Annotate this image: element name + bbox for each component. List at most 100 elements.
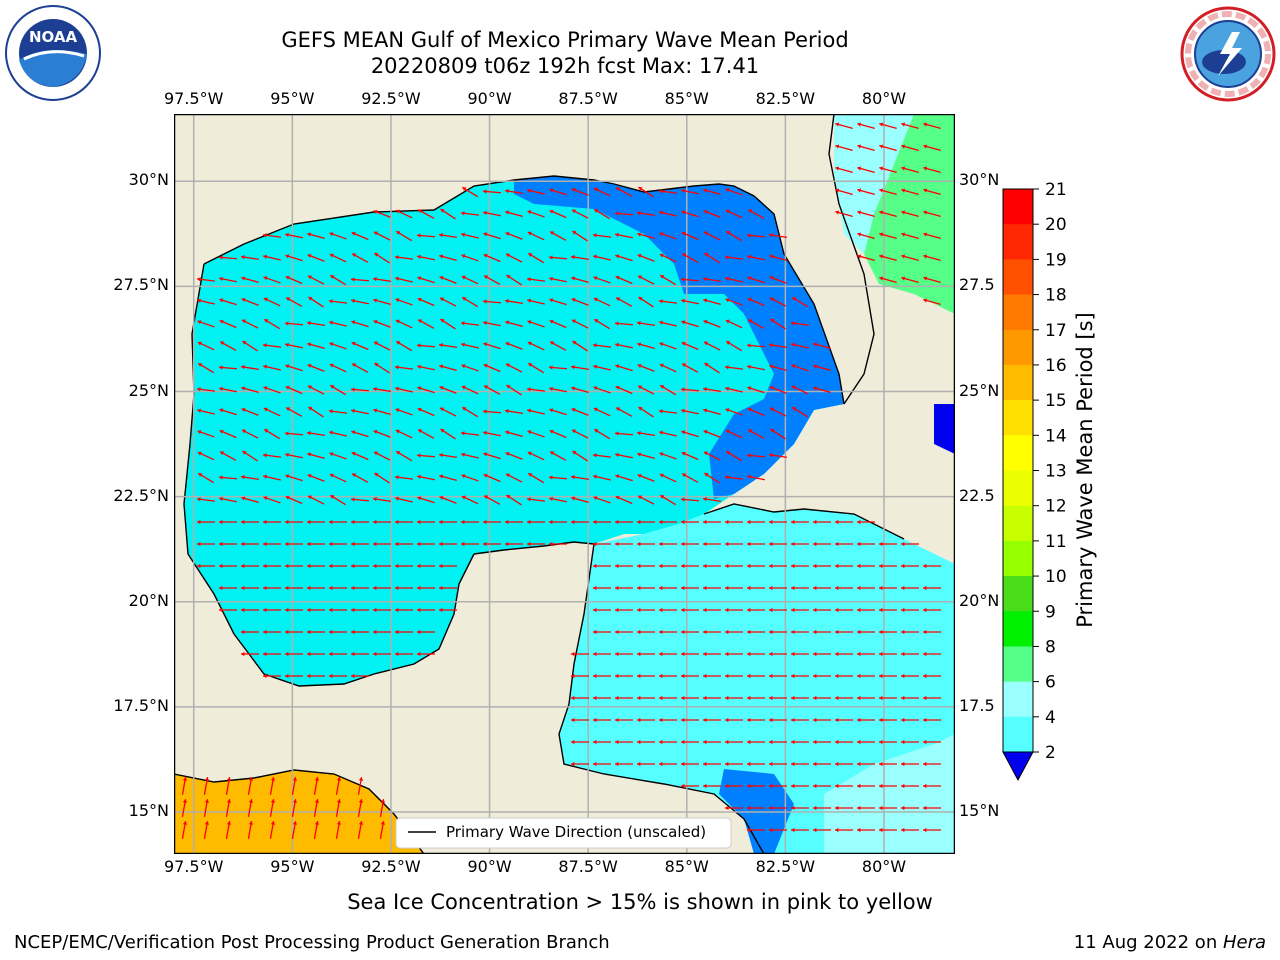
wave-arrow-head [835, 783, 839, 789]
colorbar-label: Primary Wave Mean Period [s] [1073, 312, 1097, 628]
wave-arrow-head [241, 365, 245, 370]
lat-tick-right: 25°N [959, 380, 1000, 400]
wave-arrow-head [571, 519, 575, 525]
wave-arrow-head [835, 629, 839, 635]
wave-arrow-head [330, 275, 335, 279]
wave-arrow-head [270, 777, 276, 781]
wave-arrow-head [505, 409, 509, 414]
wave-arrow-head [681, 607, 685, 613]
wave-arrow-head [637, 519, 641, 525]
wave-arrow-head [704, 253, 709, 257]
wave-arrow-head [879, 254, 884, 259]
wave-arrow-head [417, 563, 421, 569]
wave-arrow-head [769, 783, 773, 789]
wave-arrow-head [314, 799, 320, 803]
wave-arrow-head [329, 363, 334, 368]
wave-arrow-head [395, 429, 400, 434]
wave-arrow-head [923, 254, 928, 259]
wave-arrow-head [527, 430, 532, 435]
wave-arrow-head [835, 673, 839, 679]
wave-arrow-head [659, 695, 663, 701]
wave-arrow-head [263, 297, 268, 302]
wave-arrow-head [336, 821, 342, 825]
wave-arrow-head [505, 299, 509, 304]
wave-arrow-head [923, 166, 928, 171]
wave-arrow-head [461, 321, 465, 326]
wave-arrow-head [813, 519, 817, 525]
wave-arrow-head [593, 407, 598, 412]
colorbar-segment [1003, 400, 1033, 436]
wave-arrow-head [417, 297, 422, 302]
wave-arrow-head [747, 563, 751, 569]
wave-arrow-head [616, 187, 621, 192]
wave-arrow-head [659, 409, 663, 414]
wave-arrow-head [351, 519, 355, 525]
wave-arrow-head [417, 474, 421, 480]
wave-arrow-head [263, 519, 267, 525]
wave-arrow-head [329, 452, 334, 457]
wave-arrow-head [505, 320, 510, 325]
wave-arrow-head [769, 585, 773, 591]
wave-arrow-head [879, 122, 884, 127]
colorbar-segment [1003, 294, 1033, 331]
wave-arrow-head [659, 563, 663, 569]
wave-arrow-head [219, 298, 224, 303]
wave-arrow-head [637, 739, 641, 745]
wave-arrow-head [285, 585, 289, 591]
wave-arrow-head [615, 673, 619, 679]
wave-arrow-head [923, 651, 927, 657]
wave-arrow-head [637, 385, 642, 390]
wave-arrow-head [615, 519, 619, 525]
wave-arrow-head [637, 232, 642, 237]
wave-arrow-head [659, 430, 664, 435]
wave-arrow-head [615, 761, 619, 767]
wave-arrow-head [307, 385, 312, 390]
wave-arrow-head [593, 343, 597, 348]
wave-arrow-head [417, 453, 421, 458]
wave-arrow-head [462, 297, 467, 301]
wave-arrow-head [329, 342, 334, 347]
wave-arrow-head [241, 607, 245, 613]
wave-arrow-head [461, 254, 466, 259]
wave-arrow-head [725, 563, 729, 569]
wave-arrow-head [461, 211, 465, 216]
wave-arrow-head [571, 386, 576, 391]
wave-arrow-head [395, 585, 399, 591]
wave-arrow-head [637, 717, 641, 723]
wave-arrow-head [747, 343, 751, 348]
wave-arrow-head [241, 386, 246, 391]
wave-arrow-head [439, 474, 444, 479]
wave-arrow-head [483, 409, 487, 414]
wave-arrow-head [285, 364, 290, 369]
wave-arrow-head [248, 799, 254, 803]
wave-arrow-head [439, 297, 444, 302]
wave-arrow-head [219, 276, 223, 282]
wave-arrow-head [418, 319, 423, 324]
colorbar-segment [1003, 505, 1033, 542]
wave-arrow-head [681, 695, 685, 701]
sea-ice-caption: Sea Ice Concentration > 15% is shown in … [347, 890, 933, 914]
lon-tick-top: 90°W [467, 89, 512, 108]
wave-arrow-head [593, 496, 598, 501]
wave-arrow-head [660, 385, 665, 389]
wave-arrow-head [857, 210, 862, 215]
wave-arrow-head [769, 629, 773, 635]
wave-arrow-head [615, 474, 620, 479]
wave-arrow-head [835, 805, 839, 811]
wave-arrow-head [182, 821, 188, 825]
colorbar: 21 20 19 18 17 16 15 14 13 12 11 10 9 8 6 4 2 [995, 180, 1095, 790]
wave-arrow-head [307, 563, 311, 569]
wave-arrow-head [373, 541, 377, 547]
wave-arrow-head [703, 783, 707, 789]
wave-arrow-head [395, 651, 399, 657]
wave-arrow-head [594, 319, 599, 323]
colorbar-tick-label: 17 [1045, 321, 1067, 341]
wave-arrow-head [659, 673, 663, 679]
wave-arrow-head [549, 386, 553, 392]
wave-arrow-head [329, 253, 334, 258]
wave-arrow-head [901, 232, 906, 237]
wave-arrow-head [681, 408, 685, 414]
wave-arrow-head [748, 319, 753, 324]
wave-arrow-head [747, 717, 751, 723]
wave-arrow-head [901, 144, 906, 149]
